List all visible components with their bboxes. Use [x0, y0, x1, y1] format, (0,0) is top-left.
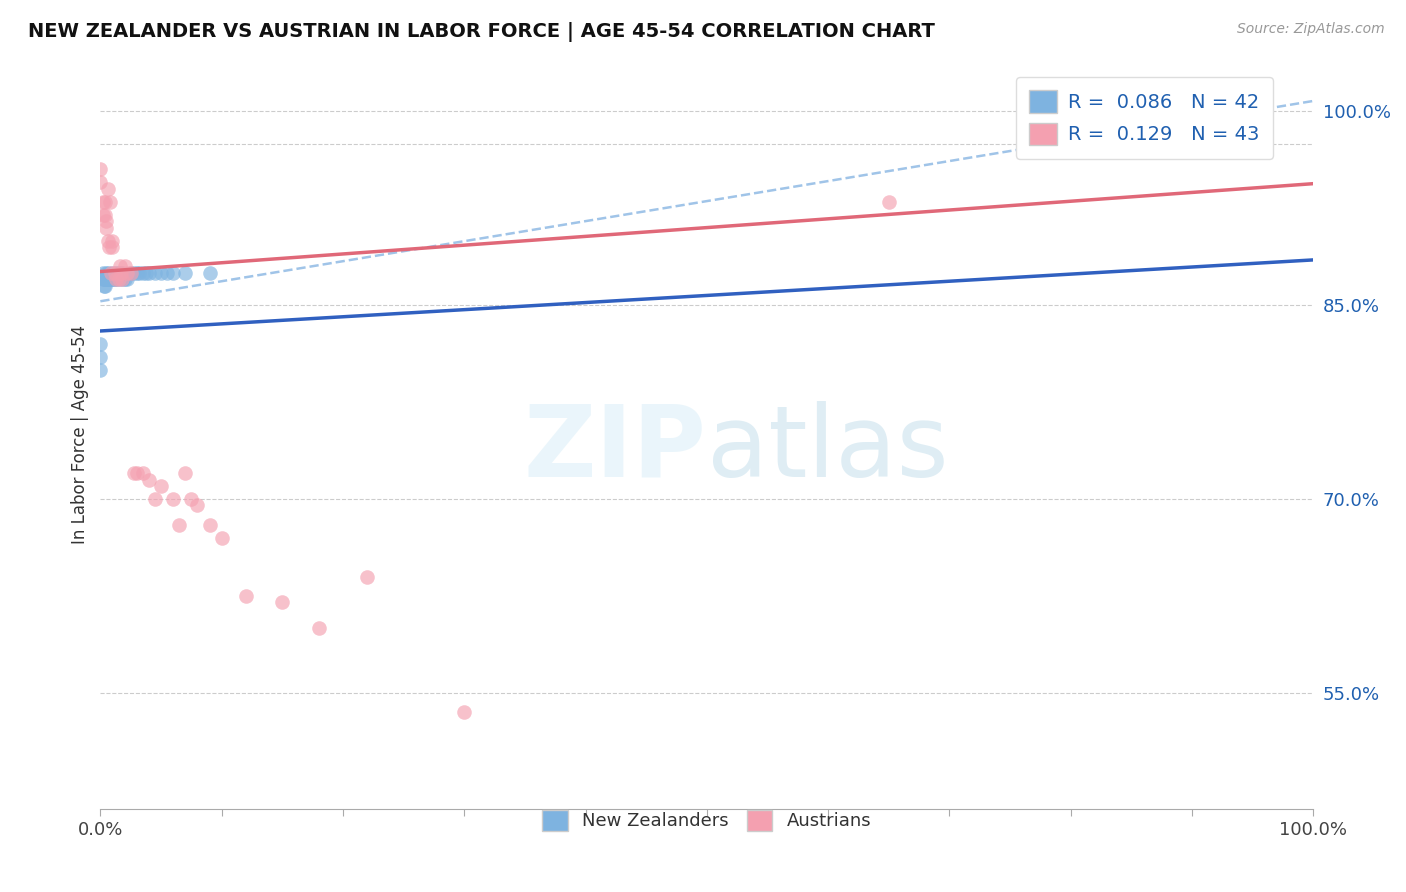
Point	[115, 266, 138, 280]
Point	[89, 363, 111, 377]
Point	[104, 272, 127, 286]
Point	[125, 466, 148, 480]
Point	[120, 266, 142, 280]
Point	[96, 266, 118, 280]
Point	[94, 194, 117, 209]
Point	[93, 272, 115, 286]
Point	[308, 621, 330, 635]
Point	[135, 266, 157, 280]
Point	[1241, 104, 1264, 119]
Point	[89, 350, 111, 364]
Point	[105, 272, 128, 286]
Point	[97, 272, 120, 286]
Text: ZIP: ZIP	[524, 401, 707, 498]
Point	[96, 214, 118, 228]
Point	[198, 266, 221, 280]
Point	[98, 272, 121, 286]
Point	[198, 517, 221, 532]
Point	[114, 272, 136, 286]
Point	[138, 473, 160, 487]
Point	[101, 266, 124, 280]
Point	[91, 272, 114, 286]
Point	[108, 260, 131, 274]
Point	[115, 272, 138, 286]
Point	[211, 531, 233, 545]
Point	[91, 194, 114, 209]
Y-axis label: In Labor Force | Age 45-54: In Labor Force | Age 45-54	[72, 325, 89, 544]
Point	[100, 272, 122, 286]
Point	[110, 266, 132, 280]
Point	[114, 260, 136, 274]
Point	[96, 272, 118, 286]
Text: atlas: atlas	[707, 401, 949, 498]
Point	[138, 266, 160, 280]
Point	[100, 266, 122, 280]
Point	[107, 272, 129, 286]
Point	[94, 278, 117, 293]
Point	[271, 595, 294, 609]
Point	[105, 266, 128, 280]
Text: NEW ZEALANDER VS AUSTRIAN IN LABOR FORCE | AGE 45-54 CORRELATION CHART: NEW ZEALANDER VS AUSTRIAN IN LABOR FORCE…	[28, 22, 935, 42]
Point	[453, 705, 475, 719]
Point	[128, 266, 150, 280]
Point	[91, 266, 114, 280]
Point	[167, 517, 190, 532]
Point	[235, 589, 257, 603]
Point	[97, 272, 120, 286]
Point	[180, 491, 202, 506]
Point	[132, 466, 155, 480]
Point	[150, 266, 173, 280]
Point	[143, 491, 166, 506]
Point	[356, 569, 378, 583]
Point	[104, 266, 127, 280]
Text: Source: ZipAtlas.com: Source: ZipAtlas.com	[1237, 22, 1385, 37]
Point	[124, 466, 146, 480]
Point	[89, 162, 111, 177]
Point	[124, 266, 146, 280]
Point	[120, 266, 142, 280]
Point	[132, 266, 155, 280]
Point	[89, 337, 111, 351]
Point	[101, 240, 124, 254]
Point	[162, 266, 184, 280]
Point	[98, 194, 121, 209]
Point	[150, 479, 173, 493]
Point	[143, 266, 166, 280]
Point	[93, 278, 115, 293]
Point	[107, 266, 129, 280]
Point	[162, 491, 184, 506]
Point	[125, 266, 148, 280]
Point	[97, 234, 120, 248]
Point	[94, 208, 117, 222]
Point	[101, 272, 124, 286]
Point	[111, 272, 134, 286]
Point	[97, 240, 120, 254]
Point	[186, 499, 208, 513]
Point	[112, 272, 135, 286]
Point	[174, 266, 197, 280]
Point	[108, 272, 131, 286]
Point	[103, 272, 125, 286]
Point	[94, 272, 117, 286]
Point	[91, 208, 114, 222]
Point	[96, 220, 118, 235]
Point	[89, 175, 111, 189]
Point	[97, 266, 120, 280]
Point	[156, 266, 179, 280]
Point	[111, 266, 134, 280]
Point	[877, 194, 900, 209]
Legend: New Zealanders, Austrians: New Zealanders, Austrians	[529, 796, 886, 845]
Point	[97, 182, 120, 196]
Point	[174, 466, 197, 480]
Point	[105, 272, 128, 286]
Point	[101, 234, 124, 248]
